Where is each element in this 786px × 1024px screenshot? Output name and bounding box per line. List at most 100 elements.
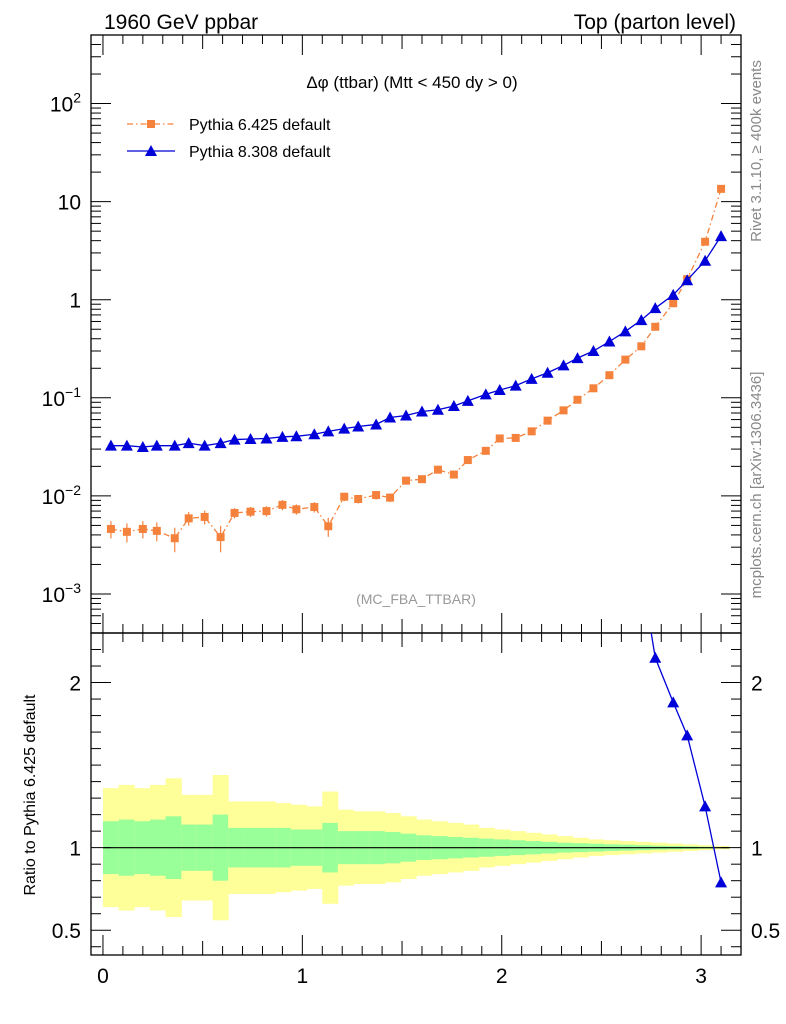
data-point-triangle: [699, 254, 712, 266]
data-point-square: [184, 514, 193, 523]
data-point-triangle: [214, 437, 227, 449]
y-tick-label: 10−1: [42, 384, 82, 411]
data-point-triangle: [104, 439, 117, 451]
data-point-square: [463, 456, 472, 465]
data-point-triangle: [619, 325, 632, 337]
data-point-square: [511, 433, 520, 442]
ratio-plot-panel: 0 1 2 3 0.5 0.5 1 1 2 2: [52, 632, 780, 988]
data-point-square: [449, 470, 458, 479]
legend: Pythia 6.425 default Pythia 8.308 default: [127, 117, 331, 161]
data-point-square: [717, 184, 726, 193]
series-line: [110, 188, 722, 540]
data-point-triangle: [198, 439, 211, 451]
data-point-triangle: [384, 411, 397, 423]
ratio-series-layer: [649, 633, 728, 888]
data-point-triangle: [431, 403, 444, 415]
rivet-label: Rivet 3.1.10, ≥ 400k events: [748, 60, 765, 242]
data-point-triangle: [182, 437, 195, 449]
data-point-square: [621, 355, 630, 364]
chart-title: Δφ (ttbar) (Mtt < 450 dy > 0): [306, 73, 517, 92]
data-point-triangle: [509, 379, 522, 391]
ratio-y-tick-label-right: 1: [751, 838, 763, 861]
ratio-data-point: [667, 696, 680, 708]
data-point-square: [573, 395, 582, 404]
y-tick-label: 10: [58, 192, 81, 215]
data-point-triangle: [667, 288, 680, 300]
data-point-triangle: [244, 433, 257, 445]
ratio-y-tick-label-right: 0.5: [751, 920, 780, 943]
y-tick-label: 10−3: [42, 580, 82, 607]
data-point-square: [701, 237, 710, 246]
data-point-triangle: [587, 345, 600, 357]
data-point-square: [527, 427, 536, 436]
ratio-y-tick-label: 1: [69, 838, 81, 861]
data-point-triangle: [400, 409, 413, 421]
data-point-triangle: [276, 430, 289, 442]
data-point-square: [278, 500, 287, 509]
x-tick-label: 3: [695, 965, 707, 988]
data-point-square: [200, 512, 209, 521]
data-point-triangle: [571, 352, 584, 364]
data-point-square: [310, 503, 319, 512]
data-point-square: [152, 526, 161, 535]
header-left: 1960 GeV ppbar: [104, 11, 258, 34]
ratio-data-point: [649, 651, 662, 663]
data-point-square: [216, 533, 225, 542]
series-line: [110, 235, 722, 448]
series-layer: [104, 184, 728, 553]
data-point-square: [340, 492, 349, 501]
data-point-triangle: [681, 274, 694, 286]
data-point-square: [589, 384, 598, 393]
data-point-square: [138, 524, 147, 533]
data-point-square: [262, 507, 271, 516]
y-tick-label: 1: [69, 290, 81, 313]
data-point-square: [651, 322, 660, 331]
ratio-data-point: [715, 876, 728, 888]
data-point-square: [543, 416, 552, 425]
ratio-data-point: [681, 729, 694, 741]
data-point-triangle: [260, 432, 273, 444]
data-point-triangle: [150, 439, 163, 451]
ratio-y-tick-label: 0.5: [52, 920, 81, 943]
data-point-triangle: [338, 422, 351, 434]
data-point-triangle: [447, 399, 460, 411]
data-point-square: [559, 406, 568, 415]
ratio-series-line: [650, 633, 722, 883]
ratio-y-tick-label-right: 2: [751, 673, 763, 696]
header-right: Top (parton level): [574, 11, 736, 34]
data-point-triangle: [415, 405, 428, 417]
data-point-square: [246, 507, 255, 516]
data-point-triangle: [352, 420, 365, 432]
data-point-square: [122, 527, 131, 536]
x-tick-label: 1: [297, 965, 309, 988]
data-point-square: [324, 522, 333, 531]
data-point-triangle: [603, 335, 616, 347]
data-point-triangle: [120, 439, 133, 451]
legend-label: Pythia 6.425 default: [189, 117, 331, 134]
legend-marker-square: [147, 120, 155, 128]
mcplots-label: mcplots.cern.ch [arXiv:1306.3436]: [748, 372, 765, 599]
data-point-triangle: [649, 302, 662, 314]
y-tick-label: 10−2: [42, 482, 82, 509]
legend-marker-triangle: [145, 145, 157, 156]
data-point-square: [372, 491, 381, 500]
legend-label: Pythia 8.308 default: [189, 144, 331, 161]
data-point-square: [433, 465, 442, 474]
data-point-square: [354, 494, 363, 503]
data-point-square: [417, 475, 426, 484]
data-point-triangle: [228, 433, 241, 445]
data-point-triangle: [322, 425, 335, 437]
data-point-triangle: [461, 394, 474, 406]
data-point-square: [230, 508, 239, 517]
data-point-triangle: [525, 372, 538, 384]
data-point-square: [481, 446, 490, 455]
data-point-triangle: [290, 430, 303, 442]
ratio-y-tick-label: 2: [69, 673, 81, 696]
data-point-triangle: [635, 314, 648, 326]
ratio-data-point: [699, 800, 712, 812]
data-point-triangle: [168, 439, 181, 451]
data-point-triangle: [136, 441, 149, 453]
x-tick-label: 0: [97, 965, 109, 988]
